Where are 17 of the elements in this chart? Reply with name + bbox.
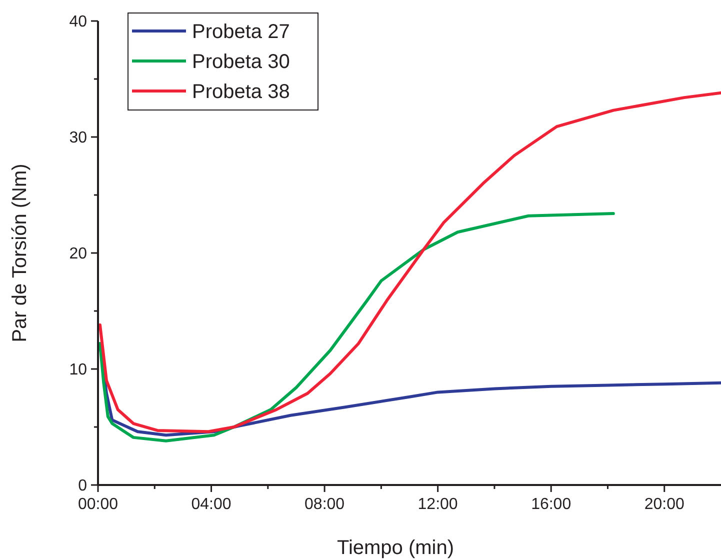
x-tick-label: 12:00 [418,496,458,513]
legend-label: Probeta 38 [192,81,290,103]
y-tick-label: 40 [69,14,88,31]
y-tick-label: 10 [69,362,88,379]
x-tick-label: 08:00 [304,496,345,513]
x-tick-label: 16:00 [531,496,572,513]
x-tick-label: 20:00 [644,496,684,513]
y-tick-label: 30 [69,130,88,147]
legend-label: Probeta 27 [192,21,290,43]
x-tick-label: 00:00 [78,496,118,513]
line-series [98,212,615,442]
legend-label: Probeta 30 [192,51,290,73]
y-tick-label: 20 [69,246,88,263]
y-tick-label: 0 [78,478,88,495]
x-axis-title: Tiempo (min) [336,537,454,559]
y-axis-title: Par de Torsión (Nm) [9,164,31,342]
x-tick-label: 04:00 [191,496,232,513]
